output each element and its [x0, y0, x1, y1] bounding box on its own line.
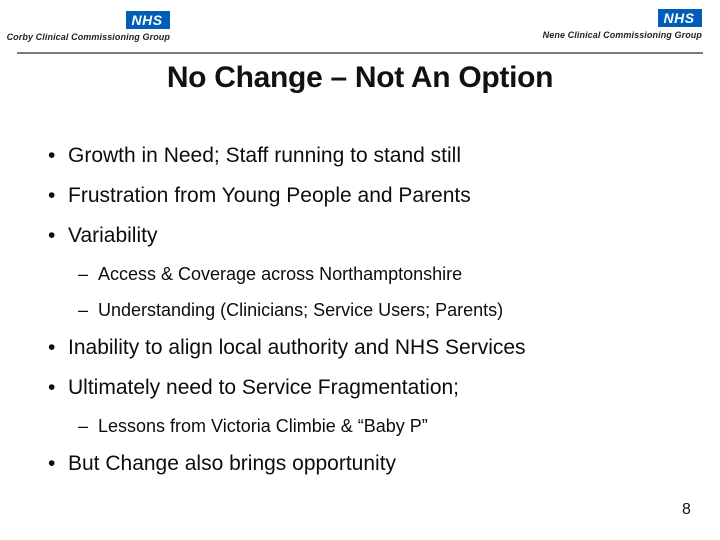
- sub-bullet-item: – Access & Coverage across Northamptonsh…: [0, 256, 700, 292]
- header-divider-line: [17, 52, 703, 54]
- bullet-text: Understanding (Clinicians; Service Users…: [98, 300, 504, 320]
- bullet-text: Inability to align local authority and N…: [68, 336, 526, 359]
- sub-bullet-marker: –: [78, 416, 89, 436]
- bullet-text: Frustration from Young People and Parent…: [68, 184, 471, 207]
- bullet-list: • Growth in Need; Staff running to stand…: [0, 136, 700, 484]
- bullet-item: • Frustration from Young People and Pare…: [0, 176, 700, 216]
- bullet-marker: •: [48, 184, 56, 207]
- bullet-marker: •: [48, 224, 56, 247]
- nhs-logo-icon: NHS: [126, 11, 170, 29]
- bullet-marker: •: [48, 376, 56, 399]
- logo-corby-ccg: NHS Corby Clinical Commissioning Group: [7, 11, 170, 42]
- sub-bullet-marker: –: [78, 264, 89, 284]
- bullet-item: • But Change also brings opportunity: [0, 444, 700, 484]
- bullet-text: Ultimately need to Service Fragmentation…: [68, 376, 460, 399]
- bullet-text: Access & Coverage across Northamptonshir…: [98, 264, 463, 284]
- org-name-corby: Corby Clinical Commissioning Group: [6, 32, 170, 42]
- bullet-item: • Ultimately need to Service Fragmentati…: [0, 368, 700, 408]
- bullet-marker: •: [48, 452, 56, 475]
- sub-bullet-item: – Lessons from Victoria Climbie & “Baby …: [0, 408, 700, 444]
- bullet-text: Lessons from Victoria Climbie & “Baby P”: [98, 416, 428, 436]
- slide-title: No Change – Not An Option: [166, 61, 554, 94]
- bullet-item: • Variability: [0, 216, 700, 256]
- nhs-logo-icon: NHS: [658, 9, 702, 27]
- bullet-text: But Change also brings opportunity: [68, 452, 397, 475]
- bullet-item: • Growth in Need; Staff running to stand…: [0, 136, 700, 176]
- logo-nene-ccg: NHS Nene Clinical Commissioning Group: [492, 9, 702, 40]
- bullet-text: Variability: [68, 224, 158, 247]
- org-name-nene: Nene Clinical Commissioning Group: [542, 30, 702, 40]
- bullet-marker: •: [48, 144, 56, 167]
- sub-bullet-marker: –: [78, 300, 89, 320]
- page-number: 8: [682, 501, 691, 518]
- bullet-marker: •: [48, 336, 56, 359]
- sub-bullet-item: – Understanding (Clinicians; Service Use…: [0, 292, 700, 328]
- bullet-text: Growth in Need; Staff running to stand s…: [68, 144, 461, 167]
- bullet-item: • Inability to align local authority and…: [0, 328, 700, 368]
